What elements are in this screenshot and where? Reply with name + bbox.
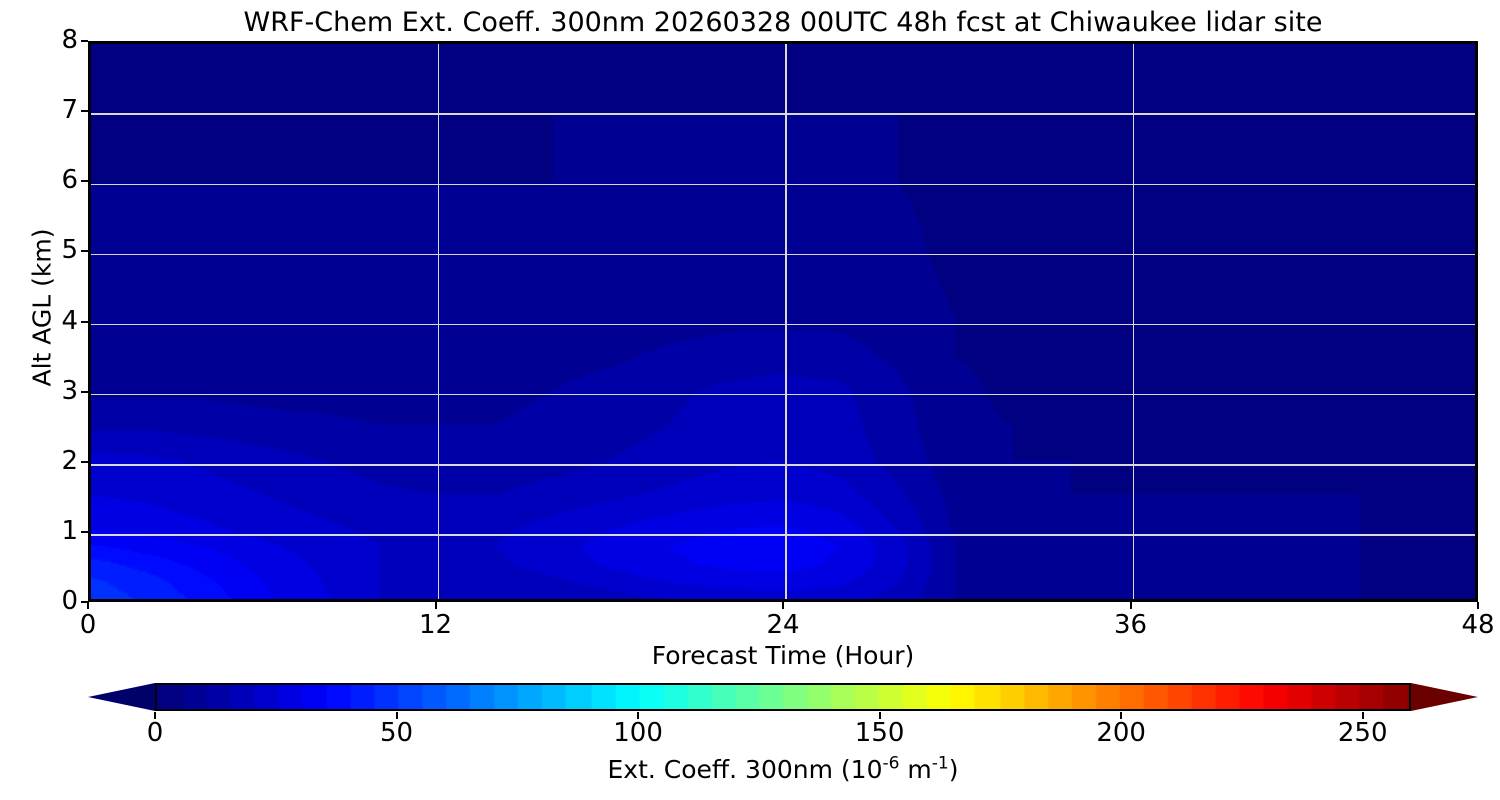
- y-tick-label: 2: [61, 445, 78, 476]
- y-tick-label: 8: [61, 25, 78, 55]
- y-tick-mark: [81, 250, 88, 253]
- colorbar-label-exponent-2: -1: [931, 753, 949, 774]
- x-tick-mark: [1129, 602, 1132, 609]
- colorbar-tick-mark: [1361, 712, 1364, 719]
- colorbar-tick-mark: [637, 712, 640, 719]
- y-tick-label: 1: [61, 515, 78, 546]
- y-axis-label: Alt AGL (km): [27, 228, 57, 387]
- x-tick-label: 36: [1113, 610, 1148, 640]
- colorbar-tick-label: 100: [613, 718, 663, 748]
- y-tick-label: 4: [61, 305, 78, 336]
- y-tick-mark: [81, 40, 88, 42]
- colorbar-under-arrow: [88, 683, 155, 711]
- y-tick-label: 6: [61, 165, 78, 196]
- y-tick-label: 5: [61, 235, 78, 266]
- colorbar-tick-label: 200: [1096, 718, 1146, 748]
- x-tick-label: 24: [766, 610, 800, 640]
- x-tick-mark: [1477, 602, 1479, 609]
- x-tick-label: 0: [79, 610, 97, 640]
- y-tick-mark: [81, 320, 88, 323]
- y-tick-mark: [81, 390, 88, 393]
- colorbar-tick-mark: [1120, 712, 1123, 719]
- y-tick-mark: [81, 460, 88, 463]
- colorbar-label: Ext. Coeff. 300nm (10-6 m-1): [88, 755, 1478, 784]
- colorbar-tick-mark: [395, 712, 398, 719]
- heatmap-field: [91, 44, 1475, 599]
- colorbar-label-main: Ext. Coeff. 300nm (10: [607, 755, 883, 784]
- y-tick-mark: [81, 530, 88, 533]
- y-tick-label: 7: [61, 95, 78, 126]
- chart-title: WRF-Chem Ext. Coeff. 300nm 20260328 00UT…: [243, 7, 1323, 38]
- x-tick-mark: [87, 602, 89, 609]
- x-tick-label: 48: [1461, 610, 1495, 640]
- colorbar-tick-label: 50: [379, 718, 414, 748]
- colorbar: 0 50 100 150 200 250: [86, 681, 1480, 747]
- colorbar-label-mid: m: [899, 755, 932, 784]
- colorbar-tick-mark: [878, 712, 881, 719]
- y-tick-label: 3: [61, 375, 78, 406]
- colorbar-tick-label: 150: [854, 718, 905, 748]
- x-tick-label: 12: [418, 610, 453, 640]
- colorbar-tick-mark: [154, 712, 156, 719]
- x-tick-mark: [782, 602, 784, 609]
- plot-axes: [88, 41, 1478, 602]
- y-tick-label: 0: [61, 586, 78, 616]
- colorbar-label-exponent-1: -6: [882, 753, 900, 774]
- x-axis-label: Forecast Time (Hour): [651, 641, 915, 670]
- y-tick-mark: [81, 180, 88, 183]
- colorbar-tick-label: 0: [146, 718, 164, 748]
- colorbar-label-end: ): [948, 755, 959, 784]
- colorbar-gradient: [155, 683, 1411, 711]
- y-tick-mark: [81, 601, 88, 603]
- colorbar-tick-label: 250: [1337, 718, 1388, 748]
- x-tick-mark: [434, 602, 437, 609]
- colorbar-over-arrow: [1411, 683, 1478, 711]
- y-tick-mark: [81, 110, 88, 113]
